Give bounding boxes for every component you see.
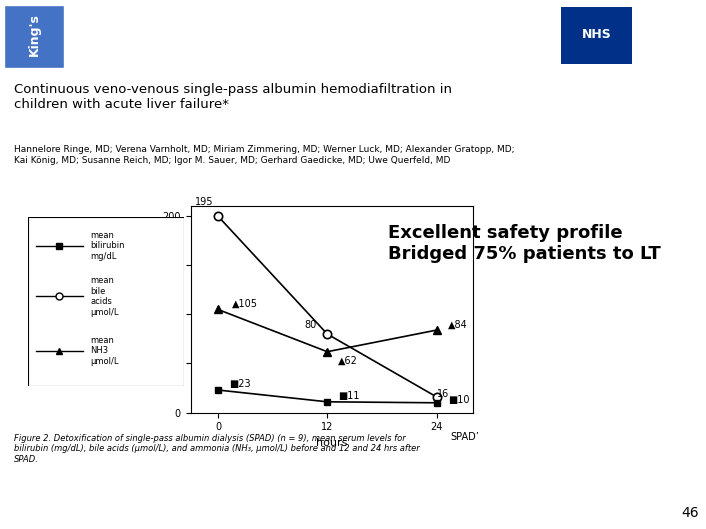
- FancyBboxPatch shape: [4, 5, 64, 68]
- Text: mean
bile
acids
μmol/L: mean bile acids μmol/L: [90, 276, 119, 316]
- Text: ▲84: ▲84: [448, 320, 467, 330]
- Text: Continuous veno-venous single-pass albumin hemodiafiltration in
children with ac: Continuous veno-venous single-pass album…: [14, 83, 452, 111]
- Text: 195: 195: [195, 197, 213, 207]
- Text: ■23: ■23: [229, 379, 251, 389]
- Text: Figure 2. Detoxification of single-pass albumin dialysis (SPAD) (n = 9), mean se: Figure 2. Detoxification of single-pass …: [14, 434, 420, 463]
- Text: ■10: ■10: [448, 395, 469, 405]
- FancyBboxPatch shape: [561, 7, 632, 65]
- Text: 46: 46: [681, 506, 699, 520]
- Text: Excellent safety profile
Bridged 75% patients to LT: Excellent safety profile Bridged 75% pat…: [388, 224, 661, 263]
- Text: ▲62: ▲62: [338, 356, 358, 366]
- Text: Hannelore Ringe, MD; Verena Varnholt, MD; Miriam Zimmering, MD; Werner Luck, MD;: Hannelore Ringe, MD; Verena Varnholt, MD…: [14, 145, 515, 165]
- Text: mean
NH3
μmol/L: mean NH3 μmol/L: [90, 336, 119, 366]
- X-axis label: hours: hours: [316, 438, 347, 448]
- Text: King's: King's: [28, 13, 40, 56]
- Text: ■11: ■11: [338, 391, 360, 401]
- Text: King’s College Hospital: King’s College Hospital: [391, 14, 551, 29]
- Text: mean
bilirubin
mg/dL: mean bilirubin mg/dL: [90, 231, 125, 261]
- Text: NHS: NHS: [582, 28, 611, 41]
- Text: ▲105: ▲105: [232, 299, 258, 309]
- Text: NHS Foundation Trust: NHS Foundation Trust: [445, 47, 551, 57]
- Y-axis label: mg/dL
μmol/L: mg/dL μmol/L: [138, 290, 160, 329]
- Text: 16: 16: [438, 389, 450, 399]
- Text: SPAD’: SPAD’: [450, 432, 479, 442]
- Text: 80: 80: [304, 321, 317, 331]
